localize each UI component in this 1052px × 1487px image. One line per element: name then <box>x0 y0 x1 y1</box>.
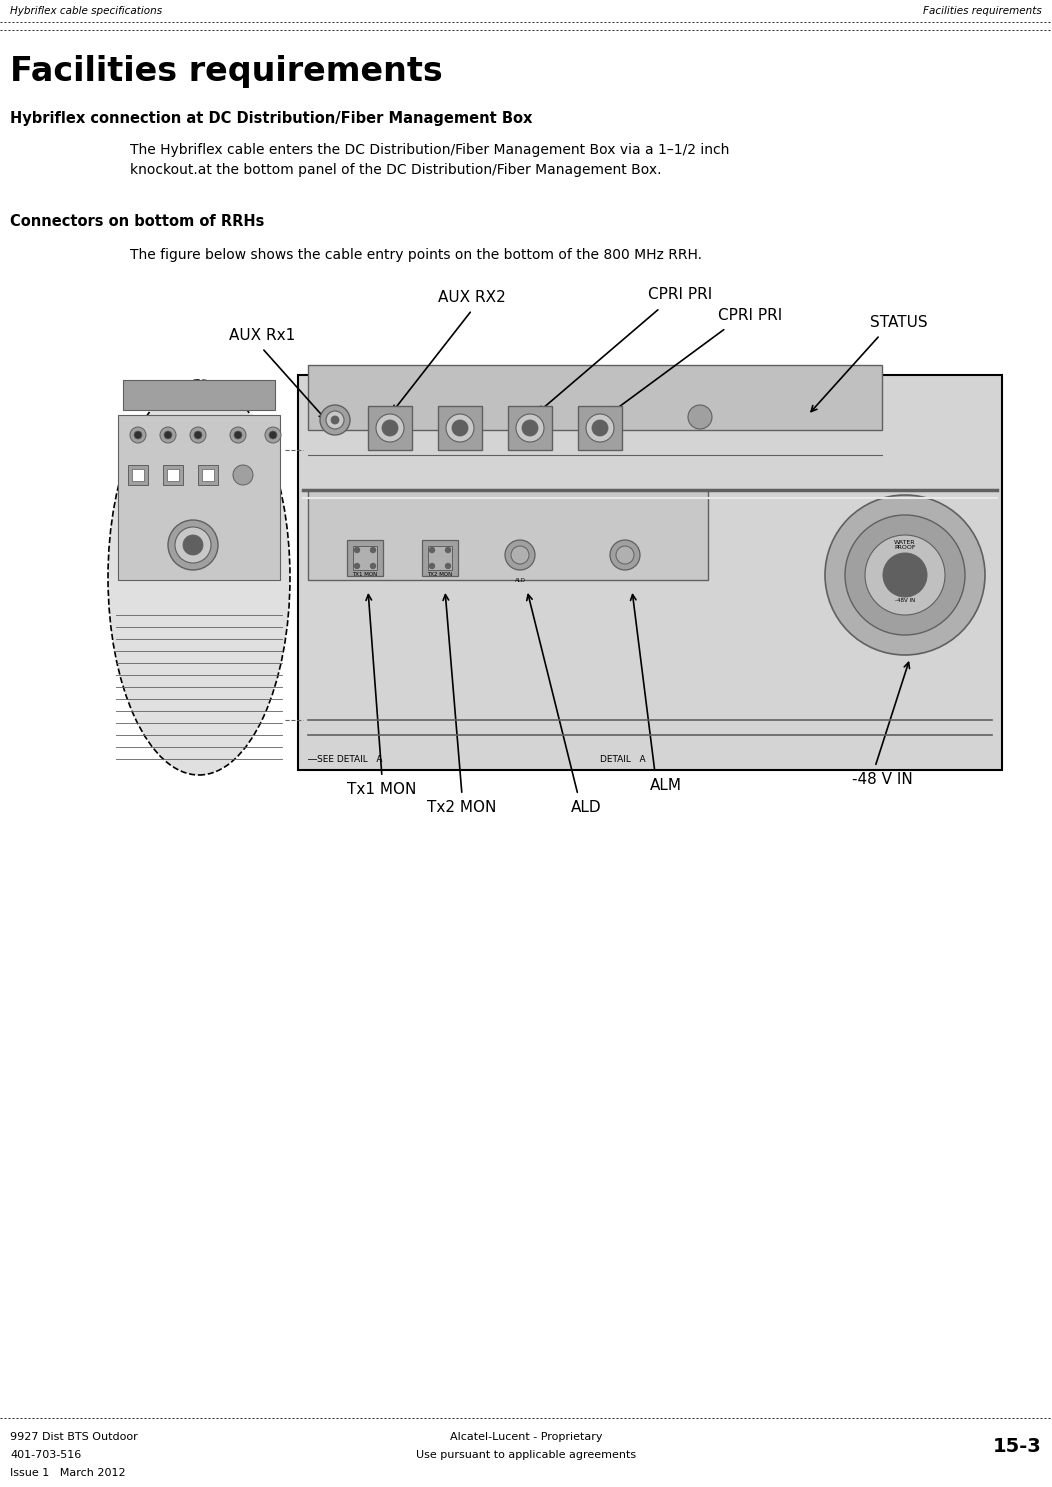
Circle shape <box>429 547 434 553</box>
Text: -48 V IN: -48 V IN <box>852 772 913 787</box>
Text: 401-703-516: 401-703-516 <box>11 1450 81 1460</box>
Bar <box>347 540 383 575</box>
Circle shape <box>370 547 376 553</box>
Circle shape <box>586 413 614 442</box>
Circle shape <box>505 540 535 570</box>
Circle shape <box>331 416 339 424</box>
Text: The figure below shows the cable entry points on the bottom of the 800 MHz RRH.: The figure below shows the cable entry p… <box>130 248 702 262</box>
Circle shape <box>160 427 176 443</box>
Circle shape <box>320 404 350 436</box>
Circle shape <box>183 535 203 555</box>
Circle shape <box>269 431 277 439</box>
Circle shape <box>168 520 218 570</box>
Circle shape <box>883 553 927 596</box>
Bar <box>202 468 214 480</box>
Circle shape <box>522 419 538 436</box>
Text: Facilities requirements: Facilities requirements <box>11 55 443 89</box>
Circle shape <box>610 540 640 570</box>
Bar <box>353 546 377 570</box>
Text: Alcatel-Lucent - Proprietary: Alcatel-Lucent - Proprietary <box>450 1432 602 1442</box>
Text: TX1 MON: TX1 MON <box>352 572 378 577</box>
Text: Hybriflex connection at DC Distribution/Fiber Management Box: Hybriflex connection at DC Distribution/… <box>11 110 532 125</box>
Circle shape <box>230 427 246 443</box>
Circle shape <box>326 410 344 430</box>
Bar <box>128 465 148 485</box>
Circle shape <box>845 515 965 635</box>
Text: ALD: ALD <box>514 577 526 583</box>
Circle shape <box>452 419 468 436</box>
Circle shape <box>234 431 242 439</box>
Text: -48V IN: -48V IN <box>895 598 915 602</box>
Text: ―SEE DETAIL   A: ―SEE DETAIL A <box>308 755 383 764</box>
Bar <box>508 406 552 451</box>
Bar <box>308 364 882 430</box>
Circle shape <box>130 427 146 443</box>
Circle shape <box>134 431 142 439</box>
Circle shape <box>446 413 474 442</box>
Circle shape <box>355 564 360 568</box>
Circle shape <box>688 404 712 430</box>
Circle shape <box>865 535 945 616</box>
Ellipse shape <box>108 381 290 775</box>
Bar <box>123 381 275 410</box>
Text: Issue 1   March 2012: Issue 1 March 2012 <box>11 1468 125 1478</box>
Text: TX2 MON: TX2 MON <box>427 572 452 577</box>
Circle shape <box>445 564 450 568</box>
Bar <box>198 465 218 485</box>
Circle shape <box>175 526 211 564</box>
Text: Hybriflex cable specifications: Hybriflex cable specifications <box>11 6 162 16</box>
Circle shape <box>370 564 376 568</box>
Text: CPRI PRI: CPRI PRI <box>719 308 783 323</box>
Text: Tx2 MON: Tx2 MON <box>427 800 497 815</box>
Circle shape <box>190 427 206 443</box>
Bar <box>428 546 452 570</box>
Bar <box>163 465 183 485</box>
Circle shape <box>265 427 281 443</box>
Text: knockout.at the bottom panel of the DC Distribution/Fiber Management Box.: knockout.at the bottom panel of the DC D… <box>130 164 662 177</box>
Text: Facilities requirements: Facilities requirements <box>924 6 1041 16</box>
Text: 9927 Dist BTS Outdoor: 9927 Dist BTS Outdoor <box>11 1432 138 1442</box>
Text: STATUS: STATUS <box>870 315 928 330</box>
Text: WATER
PROOF: WATER PROOF <box>894 540 915 550</box>
Circle shape <box>382 419 398 436</box>
Circle shape <box>164 431 171 439</box>
Circle shape <box>515 413 544 442</box>
Text: AUX RX2: AUX RX2 <box>438 290 506 305</box>
Text: ALD: ALD <box>571 800 602 815</box>
Bar <box>118 415 280 580</box>
Bar <box>422 540 458 575</box>
Bar <box>132 468 144 480</box>
Circle shape <box>194 431 202 439</box>
Text: The Hybriflex cable enters the DC Distribution/Fiber Management Box via a 1–1/2 : The Hybriflex cable enters the DC Distri… <box>130 143 729 158</box>
Bar <box>167 468 179 480</box>
Circle shape <box>429 564 434 568</box>
Text: 15-3: 15-3 <box>993 1436 1041 1456</box>
Text: Tx1 MON: Tx1 MON <box>347 782 417 797</box>
Bar <box>438 406 482 451</box>
Bar <box>298 375 1002 770</box>
Circle shape <box>232 465 252 485</box>
Circle shape <box>511 546 529 564</box>
Text: AUX Rx1: AUX Rx1 <box>229 329 296 343</box>
Circle shape <box>355 547 360 553</box>
Circle shape <box>376 413 404 442</box>
Circle shape <box>592 419 608 436</box>
Text: DETAIL   A: DETAIL A <box>600 755 646 764</box>
Bar <box>308 491 708 580</box>
Text: Use pursuant to applicable agreements: Use pursuant to applicable agreements <box>416 1450 636 1460</box>
Text: Connectors on bottom of RRHs: Connectors on bottom of RRHs <box>11 214 264 229</box>
Circle shape <box>616 546 634 564</box>
Text: CPRI PRI: CPRI PRI <box>648 287 712 302</box>
Circle shape <box>445 547 450 553</box>
Text: ALM: ALM <box>650 778 682 793</box>
Bar <box>368 406 412 451</box>
Circle shape <box>825 495 985 654</box>
Bar <box>578 406 622 451</box>
